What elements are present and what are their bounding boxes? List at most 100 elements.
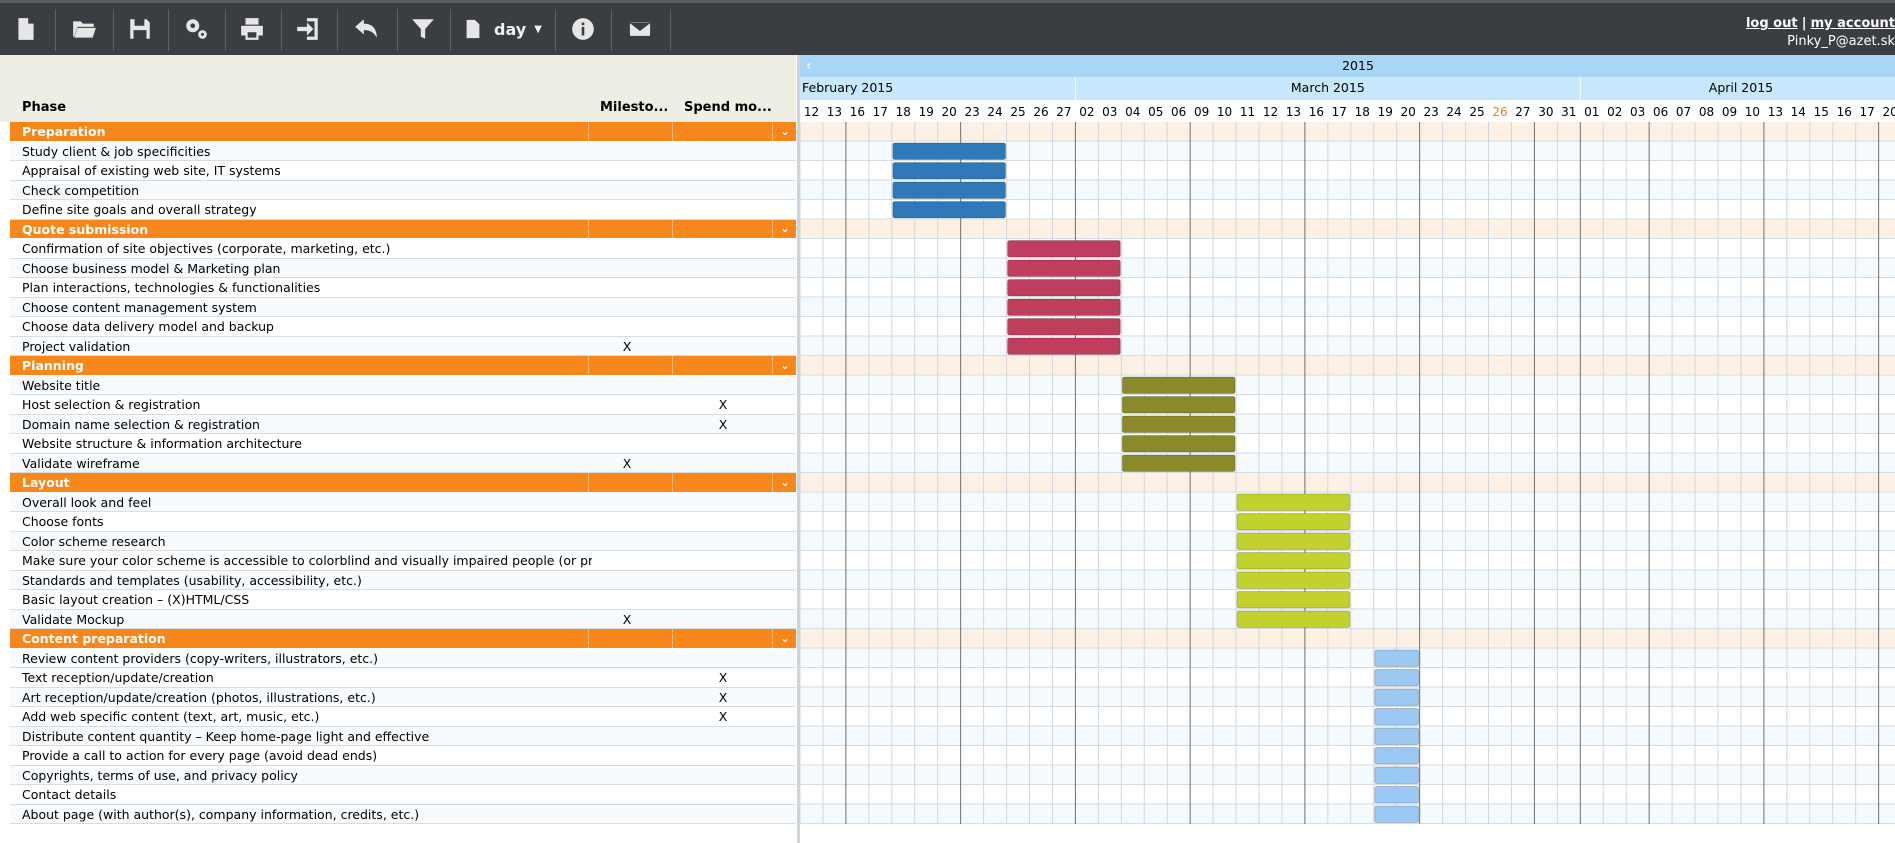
task-row[interactable]: Website title	[10, 375, 796, 395]
task-bar[interactable]	[1374, 747, 1420, 765]
task-row[interactable]: Define site goals and overall strategy	[10, 200, 796, 220]
print-icon[interactable]	[234, 9, 270, 49]
task-bar[interactable]	[1007, 337, 1121, 355]
task-row[interactable]: Distribute content quantity – Keep home-…	[10, 726, 796, 746]
task-bar[interactable]	[1121, 396, 1236, 414]
task-name: Validate wireframe	[22, 455, 140, 471]
undo-icon[interactable]	[346, 9, 386, 49]
filter-icon[interactable]	[406, 9, 440, 49]
my-account-link[interactable]: my account	[1810, 16, 1895, 31]
task-bar[interactable]	[1007, 240, 1121, 258]
task-bar[interactable]	[1236, 493, 1351, 511]
task-bar[interactable]	[1236, 571, 1351, 589]
view-mode-select[interactable]: day ▼	[462, 15, 542, 43]
task-row[interactable]: Website structure & information architec…	[10, 434, 796, 454]
column-header-spend[interactable]: Spend mo...	[684, 100, 772, 115]
task-row[interactable]: Check competition	[10, 180, 796, 200]
panel-splitter[interactable]	[797, 55, 800, 843]
save-icon[interactable]	[122, 9, 158, 49]
chevron-down-icon[interactable]: ⌄	[780, 124, 790, 138]
task-row[interactable]: Confirmation of site objectives (corpora…	[10, 239, 796, 259]
chevron-down-icon[interactable]: ⌄	[780, 631, 790, 645]
task-row[interactable]: Project validation X	[10, 336, 796, 356]
toolbar-separator	[555, 9, 556, 51]
task-row[interactable]: Study client & job specificities	[10, 141, 796, 161]
day-label: 10	[1217, 105, 1232, 119]
task-row-band	[800, 668, 1895, 688]
task-row[interactable]: Host selection & registration X	[10, 395, 796, 415]
task-bar[interactable]	[892, 201, 1007, 219]
task-bar[interactable]	[1374, 805, 1420, 823]
task-bar[interactable]	[1374, 688, 1420, 706]
task-bar[interactable]	[1007, 279, 1121, 297]
export-icon[interactable]	[290, 9, 326, 49]
month-label: February 2015	[802, 80, 893, 95]
task-bar[interactable]	[1374, 708, 1420, 726]
day-label: 18	[1355, 105, 1370, 119]
day-label: 20	[1882, 105, 1895, 119]
task-row[interactable]: Overall look and feel	[10, 492, 796, 512]
task-row[interactable]: Basic layout creation – (X)HTML/CSS	[10, 590, 796, 610]
open-folder-icon[interactable]	[64, 9, 104, 49]
logout-link[interactable]: log out	[1745, 16, 1798, 31]
task-bar[interactable]	[1374, 649, 1420, 667]
task-row[interactable]: Color scheme research	[10, 531, 796, 551]
chevron-down-icon[interactable]: ⌄	[780, 475, 790, 489]
new-document-icon[interactable]	[8, 9, 44, 49]
task-bar[interactable]	[1236, 552, 1351, 570]
task-bar[interactable]	[1374, 669, 1420, 687]
task-row[interactable]: About page (with author(s), company info…	[10, 804, 796, 824]
chevron-down-icon[interactable]: ⌄	[780, 358, 790, 372]
task-bar[interactable]	[892, 162, 1007, 180]
task-row[interactable]: Text reception/update/creation X	[10, 668, 796, 688]
task-row[interactable]: Art reception/update/creation (photos, i…	[10, 687, 796, 707]
task-bar[interactable]	[1236, 532, 1351, 550]
group-row[interactable]: Quote submission ⌄	[10, 219, 796, 239]
task-bar[interactable]	[1007, 259, 1121, 277]
task-row[interactable]: Appraisal of existing web site, IT syste…	[10, 161, 796, 181]
day-label: 27	[1056, 105, 1071, 119]
task-row[interactable]: Domain name selection & registration X	[10, 414, 796, 434]
task-row[interactable]: Choose business model & Marketing plan	[10, 258, 796, 278]
group-row[interactable]: Preparation ⌄	[10, 122, 796, 142]
task-row[interactable]: Choose content management system	[10, 297, 796, 317]
task-bar[interactable]	[1121, 454, 1236, 472]
task-bar[interactable]	[1236, 591, 1351, 609]
task-row[interactable]: Validate Mockup X	[10, 609, 796, 629]
scroll-left-icon[interactable]: ‹	[806, 58, 812, 74]
task-bar[interactable]	[892, 142, 1007, 160]
task-row[interactable]: Choose fonts	[10, 512, 796, 532]
task-bar[interactable]	[1007, 298, 1121, 316]
task-row[interactable]: Plan interactions, technologies & functi…	[10, 278, 796, 298]
task-row[interactable]: Choose data delivery model and backup	[10, 317, 796, 337]
column-header-phase[interactable]: Phase	[22, 100, 67, 115]
settings-icon[interactable]	[176, 9, 216, 49]
task-bar[interactable]	[1374, 766, 1420, 784]
task-bar[interactable]	[1121, 376, 1236, 394]
task-bar[interactable]	[1236, 513, 1351, 531]
task-bar[interactable]	[1374, 786, 1420, 804]
group-row[interactable]: Planning ⌄	[10, 356, 796, 376]
task-row[interactable]: Provide a call to action for every page …	[10, 746, 796, 766]
task-bar[interactable]	[1374, 727, 1420, 745]
task-row[interactable]: Standards and templates (usability, acce…	[10, 570, 796, 590]
group-row[interactable]: Layout ⌄	[10, 473, 796, 493]
task-row[interactable]: Add web specific content (text, art, mus…	[10, 707, 796, 727]
group-row[interactable]: Content preparation ⌄	[10, 629, 796, 649]
task-row[interactable]: Contact details	[10, 785, 796, 805]
chevron-down-icon[interactable]: ⌄	[780, 222, 790, 236]
task-row[interactable]: Make sure your color scheme is accessibl…	[10, 551, 796, 571]
task-bar[interactable]	[1121, 435, 1236, 453]
task-bar[interactable]	[1121, 415, 1236, 433]
info-icon[interactable]	[566, 9, 600, 49]
task-row[interactable]: Review content providers (copy-writers, …	[10, 648, 796, 668]
group-title: Quote submission	[22, 221, 149, 237]
task-bar[interactable]	[1236, 610, 1351, 628]
task-bar[interactable]	[1007, 318, 1121, 336]
column-header-milestone[interactable]: Milesto...	[600, 100, 669, 115]
task-row[interactable]: Validate wireframe X	[10, 453, 796, 473]
mail-icon[interactable]	[620, 9, 660, 49]
task-bar[interactable]	[892, 181, 1007, 199]
task-row[interactable]: Copyrights, terms of use, and privacy po…	[10, 765, 796, 785]
toolbar-separator	[168, 9, 169, 51]
